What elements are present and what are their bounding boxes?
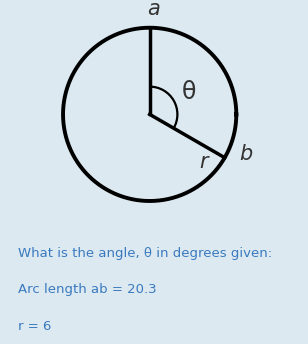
Text: Arc length ab = 20.3: Arc length ab = 20.3 [18, 283, 157, 297]
Text: b: b [239, 144, 253, 164]
Text: r = 6: r = 6 [18, 320, 52, 333]
Text: What is the angle, θ in degrees given:: What is the angle, θ in degrees given: [18, 247, 273, 260]
Text: θ: θ [181, 80, 196, 104]
Text: r: r [199, 152, 208, 172]
Text: a: a [147, 0, 160, 19]
